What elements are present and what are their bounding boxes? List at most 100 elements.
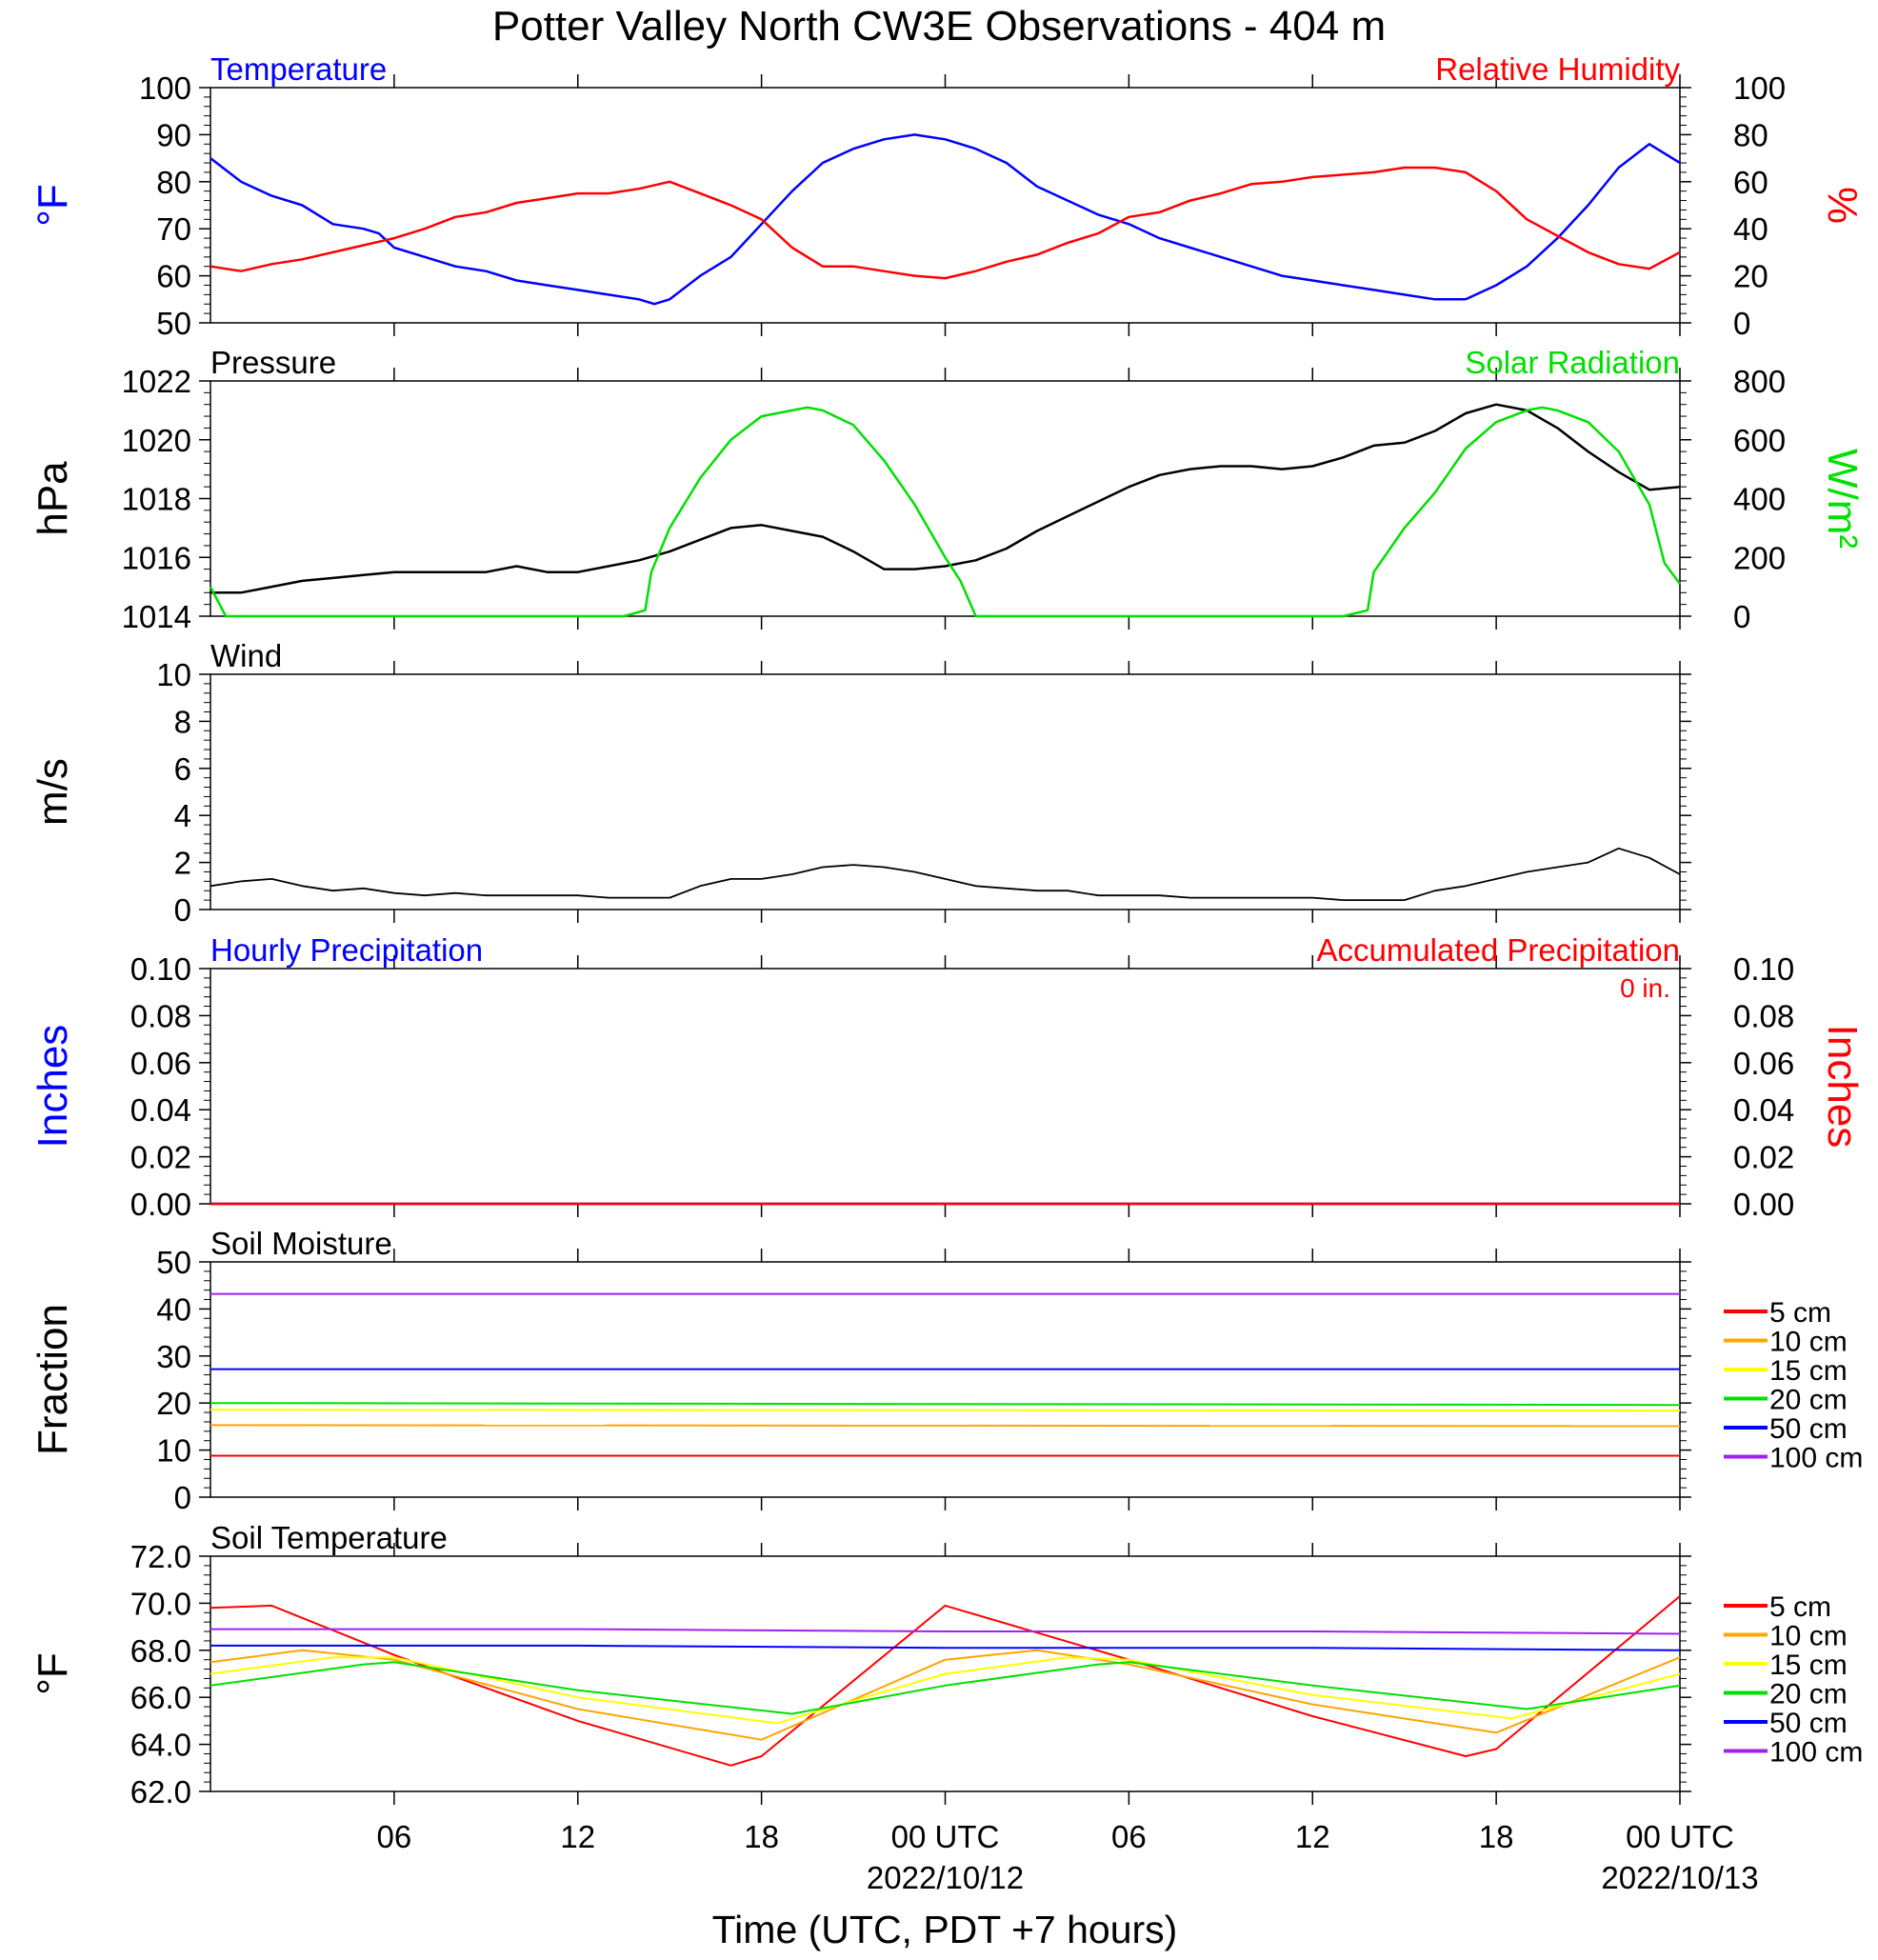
left-tick-label: 90 bbox=[156, 117, 191, 152]
panel-frame bbox=[210, 87, 1681, 324]
left-axis-title: °F bbox=[30, 1652, 76, 1694]
panel-title-left: Temperature bbox=[210, 51, 387, 87]
x-tick-label: 06 bbox=[377, 1819, 412, 1854]
right-tick-label: 80 bbox=[1733, 117, 1768, 152]
left-tick-label: 80 bbox=[156, 165, 191, 200]
legend-label: 50 cm bbox=[1769, 1708, 1848, 1739]
panel-frame bbox=[210, 968, 1681, 1205]
right-tick-label: 600 bbox=[1733, 423, 1786, 458]
left-tick-label: 20 bbox=[156, 1386, 191, 1421]
legend-label: 50 cm bbox=[1769, 1413, 1848, 1445]
left-tick-label: 8 bbox=[174, 704, 191, 739]
panel-title-left: Hourly Precipitation bbox=[210, 932, 483, 968]
left-tick-label: 64.0 bbox=[130, 1728, 191, 1763]
right-tick-label: 0.08 bbox=[1733, 998, 1794, 1033]
right-tick-label: 100 bbox=[1733, 70, 1786, 106]
right-tick-label: 0.00 bbox=[1733, 1187, 1794, 1222]
left-tick-label: 50 bbox=[156, 1245, 191, 1280]
soil-temp-line bbox=[210, 1661, 1681, 1715]
right-tick-label: 60 bbox=[1733, 165, 1768, 200]
x-tick-label: 18 bbox=[744, 1819, 779, 1854]
left-tick-label: 0 bbox=[174, 892, 191, 928]
right-tick-label: 0.06 bbox=[1733, 1046, 1794, 1081]
panel-title-left: Wind bbox=[210, 638, 282, 673]
left-tick-label: 10 bbox=[156, 1433, 191, 1469]
left-tick-label: 0.06 bbox=[130, 1046, 191, 1081]
panel-title-left: Soil Temperature bbox=[210, 1520, 448, 1555]
panel-title-right: Accumulated Precipitation bbox=[1316, 932, 1680, 968]
chart-title: Potter Valley North CW3E Observations - … bbox=[492, 3, 1386, 50]
left-tick-label: 4 bbox=[174, 798, 191, 833]
left-tick-label: 60 bbox=[156, 259, 191, 294]
left-tick-label: 100 bbox=[139, 70, 191, 106]
left-tick-label: 40 bbox=[156, 1291, 191, 1327]
right-tick-label: 20 bbox=[1733, 259, 1768, 294]
right-tick-label: 0 bbox=[1733, 599, 1750, 634]
left-axis-title: °F bbox=[30, 184, 76, 226]
soil-temp-line bbox=[210, 1595, 1681, 1767]
legend-label: 20 cm bbox=[1769, 1385, 1848, 1416]
legend-label: 100 cm bbox=[1769, 1737, 1863, 1769]
soil-temp-line bbox=[210, 1649, 1681, 1741]
x-date-label: 2022/10/13 bbox=[1601, 1860, 1758, 1895]
right-axis-title: Inches bbox=[1819, 1025, 1866, 1149]
panel-frame bbox=[210, 673, 1681, 910]
soil-temp-line bbox=[210, 1656, 1681, 1725]
pressure-line bbox=[210, 403, 1681, 594]
humidity-line bbox=[210, 166, 1681, 280]
legend-label: 20 cm bbox=[1769, 1679, 1848, 1710]
soil-temp-line bbox=[210, 1628, 1681, 1635]
left-tick-label: 2 bbox=[174, 846, 191, 881]
left-tick-label: 0.02 bbox=[130, 1140, 191, 1175]
left-tick-label: 0.00 bbox=[130, 1187, 191, 1222]
legend-label: 15 cm bbox=[1769, 1355, 1848, 1387]
left-tick-label: 1014 bbox=[122, 599, 191, 634]
right-axis-title: % bbox=[1819, 187, 1866, 224]
right-axis-title: W/m² bbox=[1819, 449, 1866, 549]
panel-title-left: Soil Moisture bbox=[210, 1226, 392, 1261]
left-tick-label: 0.04 bbox=[130, 1092, 191, 1128]
x-date-label: 2022/10/12 bbox=[867, 1860, 1024, 1895]
right-tick-label: 800 bbox=[1733, 364, 1786, 399]
soil-moisture-line bbox=[210, 1402, 1681, 1407]
x-tick-label: 00 UTC bbox=[1626, 1819, 1734, 1854]
legend-label: 10 cm bbox=[1769, 1621, 1848, 1652]
soil-temp-line bbox=[210, 1644, 1681, 1651]
x-axis-title: Time (UTC, PDT +7 hours) bbox=[712, 1908, 1178, 1951]
x-axis-labels: 06 12 18 00 UTC 2022/10/12 06 12 18 00 UTC 2022/1… bbox=[377, 1819, 1759, 1895]
left-tick-label: 30 bbox=[156, 1339, 191, 1374]
left-tick-label: 1022 bbox=[122, 364, 191, 399]
legend-label: 5 cm bbox=[1769, 1591, 1831, 1623]
left-tick-label: 0.10 bbox=[130, 951, 191, 987]
x-tick-label: 00 UTC bbox=[891, 1819, 1000, 1854]
panel-title-right: Solar Radiation bbox=[1465, 345, 1680, 380]
left-axis-title: m/s bbox=[30, 758, 76, 826]
left-tick-label: 0 bbox=[174, 1480, 191, 1515]
left-tick-label: 62.0 bbox=[130, 1774, 191, 1810]
x-tick-label: 12 bbox=[1295, 1819, 1330, 1854]
right-tick-label: 0 bbox=[1733, 306, 1750, 341]
left-tick-label: 1016 bbox=[122, 540, 191, 575]
panel-precip: 0.00 0.02 0.04 0.06 0.08 0.10 0.00 0.02 0.04 0.06… bbox=[30, 932, 1866, 1222]
left-axis-title: Fraction bbox=[30, 1304, 76, 1455]
left-tick-label: 0.08 bbox=[130, 998, 191, 1033]
right-tick-label: 0.04 bbox=[1733, 1092, 1794, 1128]
panel-frame bbox=[210, 1261, 1681, 1498]
soil-moisture-line bbox=[210, 1424, 1681, 1428]
right-tick-label: 0.02 bbox=[1733, 1140, 1794, 1175]
left-tick-label: 6 bbox=[174, 751, 191, 787]
left-tick-label: 70 bbox=[156, 211, 191, 247]
precip-total-label: 0 in. bbox=[1620, 973, 1670, 1003]
legend-label: 15 cm bbox=[1769, 1650, 1848, 1681]
right-tick-label: 40 bbox=[1733, 211, 1768, 247]
panel-title-right: Relative Humidity bbox=[1435, 51, 1680, 87]
x-tick-label: 18 bbox=[1479, 1819, 1514, 1854]
legend-label: 10 cm bbox=[1769, 1327, 1848, 1358]
temperature-line bbox=[210, 133, 1681, 306]
left-axis-title: hPa bbox=[30, 461, 76, 536]
legend-label: 100 cm bbox=[1769, 1443, 1863, 1474]
